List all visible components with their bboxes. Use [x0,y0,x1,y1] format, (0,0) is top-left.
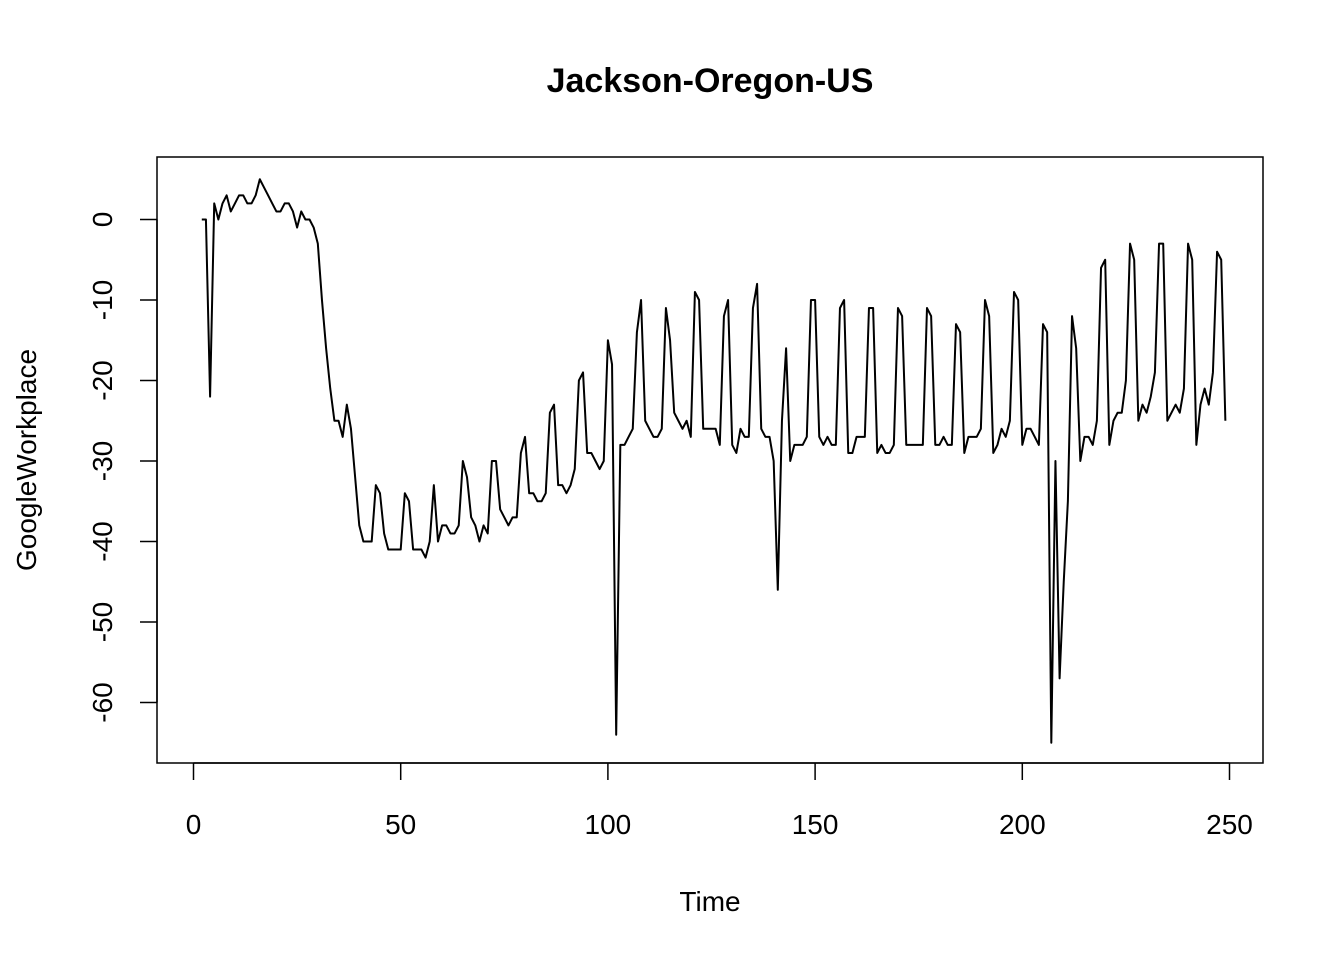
plot-frame [156,156,1264,764]
x-axis-label: Time [679,886,740,917]
y-tick-label: -50 [87,602,118,642]
y-axis-label: GoogleWorkplace [11,349,42,571]
chart-title: Jackson-Oregon-US [547,62,874,100]
y-tick-label: 0 [87,212,118,228]
x-tick-label: 50 [385,809,416,840]
y-tick-label: -30 [87,441,118,481]
y-tick-label: -60 [87,682,118,722]
y-tick-label: -20 [87,360,118,400]
x-tick-label: 100 [585,809,632,840]
y-tick-label: -10 [87,280,118,320]
x-tick-label: 0 [186,809,202,840]
x-tick-label: 200 [999,809,1046,840]
x-axis: 0 50 100 150 200 250 [186,762,1253,840]
x-tick-label: 250 [1206,809,1253,840]
y-axis: 0 -10 -20 -30 -40 -50 -60 [87,212,158,723]
series-layer [201,178,1227,744]
x-tick-label: 150 [792,809,839,840]
y-tick-label: -40 [87,521,118,561]
series-line [201,178,1227,744]
